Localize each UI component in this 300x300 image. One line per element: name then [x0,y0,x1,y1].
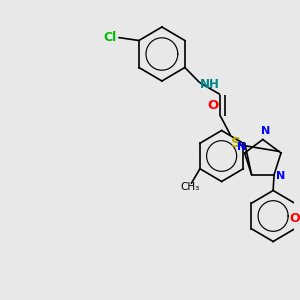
Text: Cl: Cl [103,31,116,44]
Text: NH: NH [200,77,220,91]
Text: CH₃: CH₃ [180,182,199,192]
Text: O: O [207,99,218,112]
Text: N: N [261,125,271,136]
Text: S: S [231,136,241,149]
Text: N: N [237,142,247,152]
Text: O: O [290,212,300,225]
Text: N: N [275,171,285,181]
